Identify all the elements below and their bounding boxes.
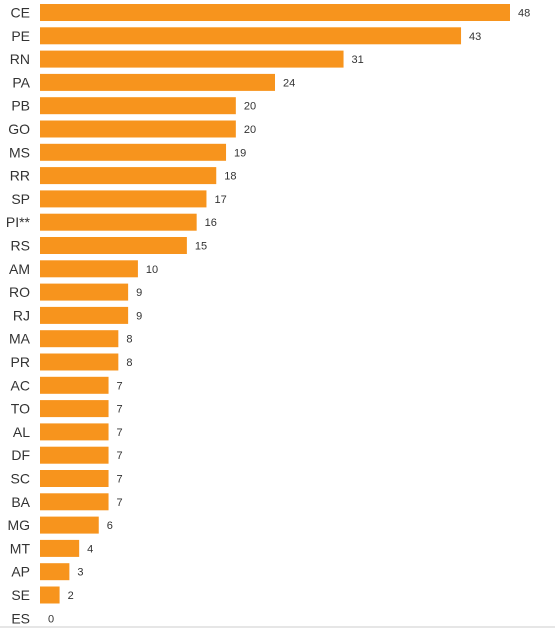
value-label: 24 bbox=[283, 77, 295, 89]
category-label: MS bbox=[9, 144, 30, 160]
category-label: RO bbox=[9, 284, 30, 300]
bar-rn bbox=[40, 50, 344, 68]
value-label: 4 bbox=[87, 543, 93, 555]
category-label: PR bbox=[11, 354, 30, 370]
bar-rr bbox=[40, 167, 217, 185]
category-label: BA bbox=[11, 494, 30, 510]
value-label: 8 bbox=[126, 334, 132, 346]
value-label: 43 bbox=[469, 31, 481, 43]
value-label: 31 bbox=[352, 54, 364, 66]
category-label: PA bbox=[12, 74, 30, 90]
bar-ro bbox=[40, 283, 129, 301]
bar-al bbox=[40, 423, 109, 441]
category-label: PB bbox=[11, 98, 30, 114]
category-label: AL bbox=[13, 424, 30, 440]
bar-mt bbox=[40, 539, 80, 557]
bars-layer bbox=[40, 4, 510, 604]
category-label: DF bbox=[11, 447, 30, 463]
bar-pe bbox=[40, 27, 462, 45]
category-label: MG bbox=[7, 517, 30, 533]
category-label: AP bbox=[11, 564, 30, 580]
category-label: MT bbox=[10, 540, 31, 556]
value-label: 3 bbox=[77, 567, 83, 579]
value-label: 7 bbox=[117, 497, 123, 509]
bar-ap bbox=[40, 563, 70, 581]
bar-mg bbox=[40, 516, 99, 534]
value-label: 0 bbox=[48, 613, 54, 625]
value-label: 20 bbox=[244, 124, 256, 136]
bar-to bbox=[40, 400, 109, 418]
value-label: 7 bbox=[117, 404, 123, 416]
category-label: MA bbox=[9, 331, 31, 347]
category-labels-layer: CE PE RN PA PB GO MS RR SP PI** RS AM RO RJ MA PR AC TO AL… bbox=[6, 5, 31, 627]
bar-sp bbox=[40, 190, 207, 208]
bar-pi bbox=[40, 213, 197, 231]
category-label: TO bbox=[11, 401, 30, 417]
category-label: RJ bbox=[13, 307, 30, 323]
category-label: ES bbox=[11, 610, 30, 626]
category-label: AC bbox=[11, 377, 30, 393]
bar-ba bbox=[40, 493, 109, 511]
bar-ma bbox=[40, 330, 119, 348]
bar-sc bbox=[40, 470, 109, 487]
value-label: 9 bbox=[136, 310, 142, 322]
bar-ac bbox=[40, 376, 109, 394]
value-label: 16 bbox=[205, 217, 217, 229]
value-label: 19 bbox=[234, 147, 246, 159]
bar-pb bbox=[40, 97, 236, 115]
category-label: PI** bbox=[6, 214, 31, 230]
value-label: 48 bbox=[518, 8, 530, 20]
value-label: 7 bbox=[117, 427, 123, 439]
value-label: 10 bbox=[146, 264, 158, 276]
bar-pr bbox=[40, 353, 119, 371]
category-label: SE bbox=[11, 587, 30, 603]
category-label: RS bbox=[11, 238, 30, 254]
value-label: 6 bbox=[107, 520, 113, 532]
bar-rj bbox=[40, 306, 129, 324]
bar-ms bbox=[40, 143, 227, 161]
bar-am bbox=[40, 260, 138, 278]
value-label: 18 bbox=[224, 171, 236, 183]
value-label: 2 bbox=[68, 590, 74, 602]
value-label: 20 bbox=[244, 101, 256, 113]
category-label: CE bbox=[11, 5, 30, 21]
value-label: 7 bbox=[117, 450, 123, 462]
bar-rs bbox=[40, 237, 187, 254]
value-label: 9 bbox=[136, 287, 142, 299]
category-label: RR bbox=[10, 168, 30, 184]
category-label: SC bbox=[11, 471, 30, 487]
bar-se bbox=[40, 586, 60, 604]
value-label: 8 bbox=[126, 357, 132, 369]
value-label: 7 bbox=[117, 380, 123, 392]
bar-df bbox=[40, 446, 109, 464]
category-label: SP bbox=[11, 191, 30, 207]
bar-pa bbox=[40, 73, 275, 91]
value-label: 15 bbox=[195, 241, 207, 253]
bar-go bbox=[40, 120, 236, 138]
category-label: AM bbox=[9, 261, 30, 277]
value-label: 17 bbox=[214, 194, 226, 206]
category-label: RN bbox=[10, 51, 30, 67]
value-label: 7 bbox=[117, 474, 123, 486]
category-label: GO bbox=[8, 121, 30, 137]
category-label: PE bbox=[11, 28, 30, 44]
bar-ce bbox=[40, 4, 510, 21]
